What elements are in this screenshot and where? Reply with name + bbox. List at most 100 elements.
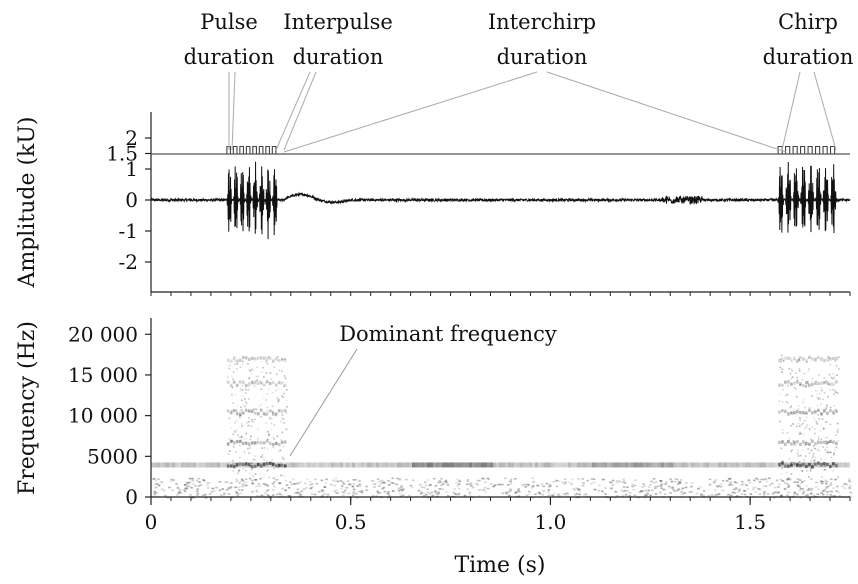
spectrogram-heatmap [151,354,853,499]
spectrogram-speckle [812,416,815,419]
spectrogram-noise-cell [601,478,605,481]
spectrogram-noise-cell [823,490,826,492]
spectrogram-noise-cell [186,484,190,486]
spectrogram-noise-cell [702,494,705,497]
spectrogram-noise-cell [153,478,156,480]
spectrogram-speckle [283,385,285,388]
dominant-band-cell [292,462,295,468]
spectrogram-noise-cell [272,494,275,496]
spectrogram-noise-cell [272,477,275,480]
pulse-marker [239,145,244,154]
harmonic-cell [271,462,275,466]
spectrogram-noise-cell [188,477,192,480]
spectrogram-noise-cell [197,478,200,480]
spectrogram-speckle [273,467,275,470]
harmonic-cell [799,464,802,468]
spectrogram-speckle [236,363,239,365]
spectrogram-speckle [811,380,813,383]
spectrogram-noise-cell [549,485,552,487]
spectrogram-speckle [243,438,245,440]
spectrogram-noise-cell [561,481,565,484]
harmonic-cell [250,356,254,360]
harmonic-cell [256,462,260,467]
spectrogram-speckle [273,424,276,426]
spectrogram-noise-cell [169,480,173,482]
harmonic-cell [283,440,287,444]
spectrogram-noise-cell [774,491,777,493]
spectrogram-noise-cell [696,488,700,490]
spectrogram-speckle [805,441,808,443]
dominant-band-cell [667,462,670,468]
spectrogram-speckle [247,398,250,400]
spectrogram-speckle [835,434,838,436]
spectrogram-noise-cell [823,488,827,491]
dominant-band-cell [409,462,412,468]
spectrogram-noise-cell [581,478,585,480]
dominant-band-cell [781,462,784,468]
spectrogram-noise-cell [442,483,445,485]
annotation-chirp-line1: Chirp [778,10,838,34]
spectrogram-noise-cell [727,493,730,496]
spectrogram-noise-cell [439,481,443,484]
dominant-band-cell [391,462,394,468]
harmonic-cell [817,461,820,465]
spectrogram-noise-cell [420,493,423,495]
spectrogram-noise-cell [240,480,243,482]
spectrogram-speckle [802,433,805,436]
annotation-interchirp-line1: Interchirp [488,10,596,34]
spectrogram-noise-cell [677,481,681,483]
spectrogram-speckle [276,435,279,438]
spectrogram-noise-cell [191,480,194,482]
spectrogram-speckle [260,388,263,390]
spectrogram-noise-cell [716,485,719,488]
spectrogram-noise-cell [386,492,389,494]
dominant-band-cell [619,462,622,468]
dominant-band-cell [643,462,646,468]
spectrogram-speckle [280,474,282,477]
spectrogram-noise-cell [787,491,790,494]
spectrogram-noise-cell [669,478,672,481]
spectrogram-speckle [239,388,242,390]
dominant-band-cell [289,462,292,468]
dominant-band-cell [154,462,157,468]
spectrogram-noise-cell [352,491,356,493]
spectrogram-speckle [279,464,281,466]
spectrogram-noise-cell [633,484,637,487]
harmonic-cell [265,439,269,443]
harmonic-cell [793,356,796,361]
harmonic-cell [253,464,257,469]
spectrogram-speckle [820,438,823,441]
spectrogram-speckle [778,400,781,402]
spectrogram-noise-cell [714,494,717,496]
spectrogram-noise-cell [316,483,319,485]
spectrogram-speckle [244,387,246,390]
dominant-band-cell [430,462,433,468]
spectrogram-noise-cell [400,486,403,489]
spectrogram-speckle [281,431,283,434]
spectrogram-noise-cell [381,479,384,482]
spectrogram-speckle [228,438,231,440]
harmonic-cell [808,408,811,412]
spectrogram-speckle [837,356,840,358]
spectrogram-speckle [793,408,796,410]
dominant-band-cell [481,462,484,468]
spectrogram-speckle [808,452,811,454]
spectrogram-noise-cell [555,485,559,488]
spectrogram-noise-cell [435,491,438,493]
spectrogram-noise-cell [564,481,568,484]
spectrogram-noise-cell [184,487,187,490]
spectrogram-noise-cell [644,494,647,497]
spectrogram-speckle [800,464,803,466]
spectrogram-noise-cell [476,479,479,482]
spectrogram-noise-cell [310,483,314,485]
spectrogram-noise-cell [241,479,244,481]
spectrogram-speckle [786,471,788,474]
spectrogram-noise-cell [296,488,300,491]
spectrogram-speckle [797,462,799,464]
frequency-tick-label: 10 000 [68,404,138,428]
dominant-band-cell [187,462,190,468]
spectrogram-noise-cell [342,483,345,485]
spectrogram-speckle [782,388,784,391]
harmonic-cell [784,464,787,468]
spectrogram-speckle [269,416,272,419]
